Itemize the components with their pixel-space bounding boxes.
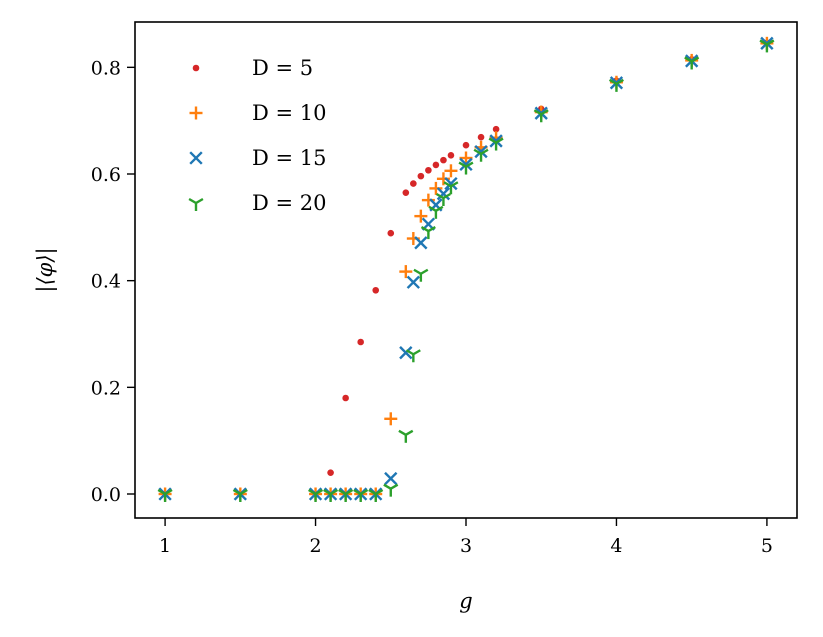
data-point [458,161,474,175]
legend-entry-label: D = 5 [252,56,313,80]
data-point [387,229,395,237]
y-tick-label: 0.4 [91,271,121,293]
data-point [462,141,470,149]
data-point [428,205,444,219]
data-point [436,187,451,201]
data-point [477,133,485,141]
legend-entry-label: D = 15 [252,146,327,170]
data-point [399,346,413,360]
data-point [414,209,428,223]
data-point [327,469,334,476]
data-point [383,483,399,497]
data-point [405,349,421,363]
series-3 [157,39,775,502]
x-tick-label: 2 [309,535,321,557]
y-axis-ticks: 0.0 0.2 0.4 0.6 0.8 [91,57,135,506]
data-point [447,152,455,159]
data-point [410,180,417,187]
series-0 [161,39,771,498]
data-point [308,488,324,502]
data-point [398,429,414,443]
data-point [492,125,500,133]
data-point [425,166,432,174]
data-point [368,488,384,502]
legend-marker [189,106,203,120]
y-axis-label: |⟨φ⟩| [33,247,58,292]
data-point [402,189,410,196]
data-point [489,134,503,148]
data-point [444,176,458,191]
data-point [338,488,354,502]
y-tick-label: 0.6 [91,164,121,186]
legend-marker [189,151,203,165]
data-point [414,236,428,250]
data-point [429,181,443,195]
data-point [432,161,440,169]
data-point [323,488,339,502]
data-point [459,151,473,165]
y-tick-label: 0.8 [91,57,121,79]
y-tick-label: 0.2 [91,377,121,399]
data-point [406,275,420,289]
x-tick-label: 1 [159,535,171,557]
data-point [459,157,473,172]
y-tick-label: 0.0 [91,484,121,506]
data-point [384,412,398,426]
legend-marker [192,64,200,72]
x-axis-ticks: 1 2 3 4 5 [159,518,773,557]
data-point [533,109,549,123]
legend: D = 5 D = 10 D = 15 D = 20 [188,56,327,215]
data-point [413,268,429,282]
data-point [443,181,459,195]
x-tick-label: 5 [761,535,773,557]
data-point [342,394,349,402]
legend-entry-label: D = 20 [252,191,327,215]
data-point [435,192,451,206]
data-point [357,338,364,346]
data-point [157,488,173,502]
x-tick-label: 4 [610,535,622,557]
data-marks [157,36,775,502]
data-point [608,78,624,92]
data-point [420,226,436,240]
data-point [488,137,504,151]
data-point [759,39,775,53]
data-point [372,286,380,294]
data-point [444,164,458,178]
data-point [384,471,398,486]
data-point [684,56,700,70]
data-point [232,488,248,502]
data-point [440,156,447,164]
data-point [473,148,489,162]
data-point [417,172,425,180]
legend-marker [188,197,204,211]
data-point [353,488,369,502]
x-tick-label: 3 [460,535,472,557]
x-axis-label: g [459,589,472,613]
legend-entry-label: D = 10 [252,101,327,125]
data-point [399,265,413,279]
data-point [474,144,488,159]
